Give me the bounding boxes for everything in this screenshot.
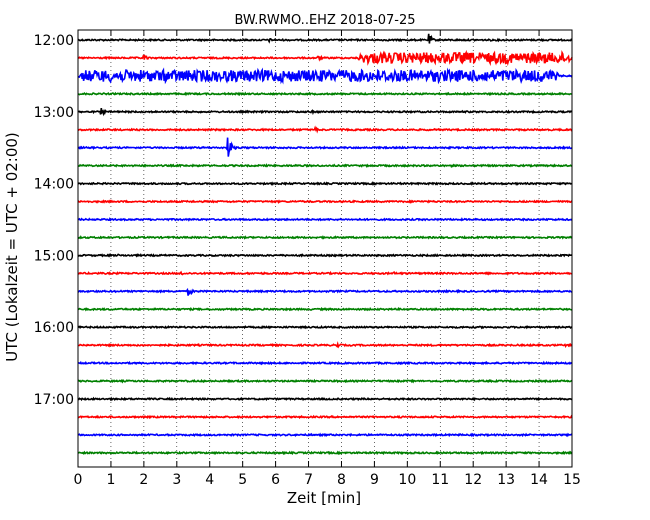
trace-1315 <box>77 125 573 134</box>
trace-1730 <box>77 432 573 438</box>
trace-1645 <box>78 378 573 384</box>
trace-1230 <box>77 67 573 85</box>
x-tick-label: 3 <box>172 472 181 488</box>
trace-1245 <box>77 91 573 97</box>
y-tick-label: 12:00 <box>34 33 74 49</box>
trace-1700 <box>77 396 573 402</box>
trace-1215 <box>78 49 573 67</box>
x-tick-label: 12 <box>464 472 482 488</box>
y-axis-ticks: 12:00 13:00 14:00 15:00 16:00 17:00 <box>34 33 572 408</box>
x-tick-label: 2 <box>139 472 148 488</box>
y-tick-label: 15:00 <box>34 248 74 264</box>
x-tick-label: 4 <box>205 472 214 488</box>
x-tick-label: 6 <box>271 472 280 488</box>
y-tick-label: 17:00 <box>34 392 74 408</box>
trace-1300 <box>77 107 573 117</box>
trace-1500 <box>77 253 573 258</box>
x-tick-label: 8 <box>337 472 346 488</box>
y-axis-label: UTC (Lokalzeit = UTC + 02:00) <box>3 132 21 362</box>
trace-1345 <box>77 163 572 169</box>
trace-1415 <box>77 199 573 204</box>
x-tick-label: 14 <box>530 472 548 488</box>
trace-1400 <box>77 181 573 186</box>
x-axis-ticks: 0 1 2 3 4 5 6 7 8 9 10 11 12 13 14 15 <box>74 30 581 488</box>
x-tick-label: 7 <box>304 472 313 488</box>
y-tick-label: 14:00 <box>34 177 74 193</box>
x-tick-label: 15 <box>563 472 581 488</box>
trace-1530 <box>77 287 573 296</box>
trace-1430 <box>77 217 573 222</box>
x-tick-label: 11 <box>431 472 449 488</box>
x-tick-label: 1 <box>106 472 115 488</box>
x-tick-label: 13 <box>497 472 515 488</box>
y-tick-label: 13:00 <box>34 105 74 121</box>
trace-1615 <box>77 341 573 349</box>
trace-1515 <box>78 270 573 276</box>
traces <box>77 33 573 456</box>
trace-1545 <box>77 306 573 312</box>
trace-1745 <box>77 450 573 456</box>
trace-1715 <box>77 414 573 420</box>
trace-1630 <box>77 360 573 366</box>
plot-frame <box>77 29 573 468</box>
y-tick-label: 16:00 <box>34 320 74 336</box>
chart-title: BW.RWMO..EHZ 2018-07-25 <box>234 13 415 28</box>
x-axis-label: Zeit [min] <box>287 489 361 507</box>
x-tick-label: 10 <box>398 472 416 488</box>
trace-1200 <box>77 33 573 44</box>
x-tick-label: 5 <box>238 472 247 488</box>
trace-1445 <box>77 235 573 240</box>
grid <box>110 30 540 467</box>
trace-1330 <box>77 137 573 157</box>
trace-1600 <box>77 324 573 330</box>
x-tick-label: 0 <box>74 472 83 488</box>
x-tick-label: 9 <box>370 472 379 488</box>
